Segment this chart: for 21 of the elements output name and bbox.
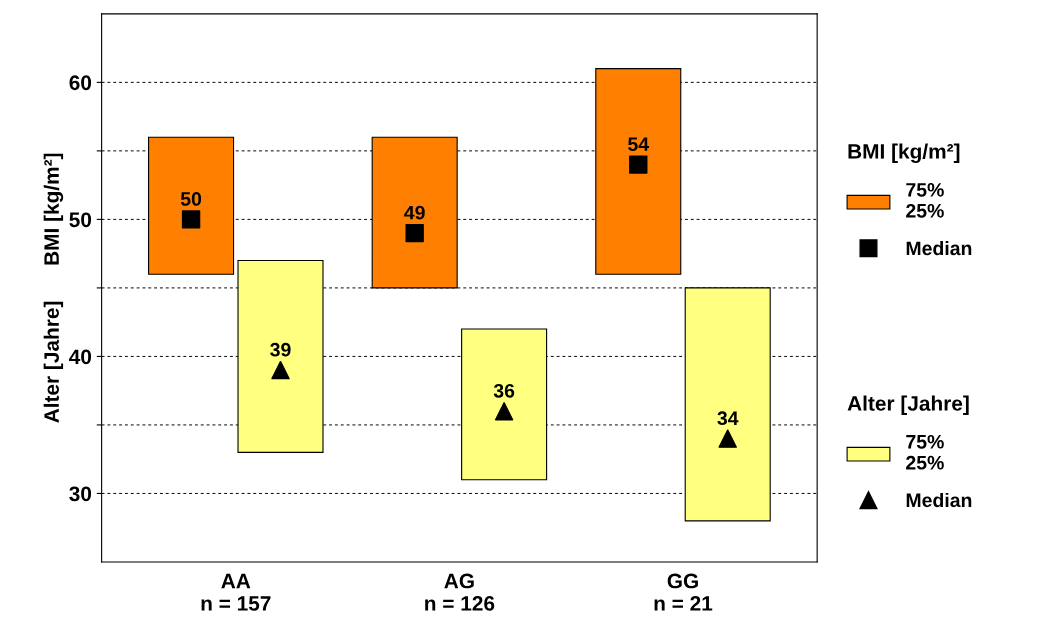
legend-label: 75% 25% <box>906 183 944 218</box>
bar <box>148 136 235 275</box>
text: BMI [kg/m²] <box>848 143 960 164</box>
data-label: 39 <box>270 342 291 357</box>
legend-label: Median <box>906 492 972 508</box>
text: Alter [Jahre] <box>847 395 969 415</box>
y-tick-label: 60 <box>69 75 92 91</box>
data-label: 34 <box>717 411 739 426</box>
y-tick-label: 40 <box>69 349 92 365</box>
data-label: 49 <box>404 205 425 220</box>
legend-label: 75% 25% <box>906 434 944 470</box>
y-tick-label: 50 <box>69 212 92 228</box>
x-tick-label: GG n = 21 <box>654 573 713 611</box>
x-tick-label: AG n = 126 <box>425 573 495 611</box>
data-label: 54 <box>628 137 649 152</box>
y-axis-title: Alter [Jahre] BMI [kg/m²] <box>43 153 64 423</box>
data-label: 36 <box>493 383 515 398</box>
y-tick-label: 30 <box>69 486 92 502</box>
legend-label: Median <box>906 240 972 256</box>
data-label: 50 <box>180 192 202 206</box>
x-tick-label: AA n = 157 <box>201 573 271 611</box>
